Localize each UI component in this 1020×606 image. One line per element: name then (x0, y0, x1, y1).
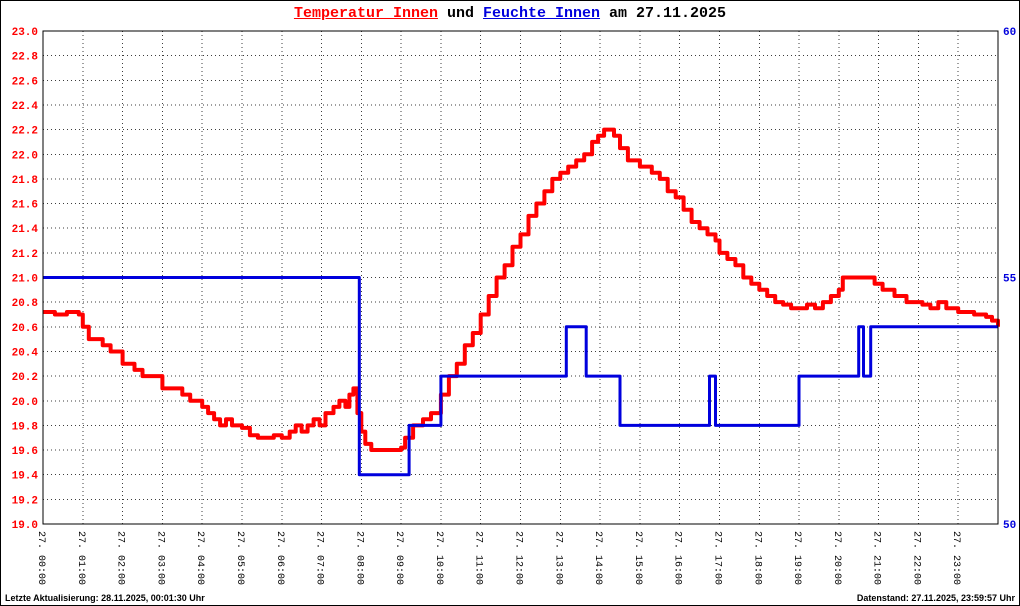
x-axis-tick-label: 27. 12:00 (513, 531, 524, 585)
left-axis-tick-label: 22.2 (12, 126, 38, 138)
left-axis-tick-label: 20.2 (12, 372, 38, 384)
x-axis-tick-label: 27. 21:00 (871, 531, 882, 585)
x-axis-tick-label: 27. 18:00 (751, 531, 762, 585)
x-axis-tick-label: 27. 03:00 (154, 531, 165, 585)
left-axis-tick-label: 22.8 (12, 52, 39, 64)
humidity-series-line (43, 276, 998, 477)
left-axis-tick-label: 19.4 (12, 471, 39, 483)
chart-title: Temperatur Innen und Feuchte Innen am 27… (1, 5, 1019, 22)
left-axis-tick-label: 19.0 (12, 520, 38, 532)
x-axis-tick-label: 27. 09:00 (393, 531, 404, 585)
x-axis-tick-label: 27. 13:00 (552, 531, 563, 585)
x-axis-tick-label: 27. 02:00 (115, 531, 126, 585)
left-axis-tick-label: 20.6 (12, 323, 38, 335)
left-axis-tick-label: 21.0 (12, 274, 38, 286)
x-axis-tick-label: 27. 17:00 (712, 531, 723, 585)
left-axis-tick-label: 20.8 (12, 298, 39, 310)
right-axis-tick-label: 55 (1003, 274, 1017, 286)
right-axis-tick-label: 50 (1003, 520, 1016, 532)
left-axis-tick-label: 21.8 (12, 175, 39, 187)
x-axis-tick-label: 27. 16:00 (672, 531, 683, 585)
title-date: am 27.11.2025 (600, 5, 727, 22)
x-axis-tick-label: 27. 23:00 (950, 531, 961, 585)
plot-frame (42, 30, 999, 525)
x-axis-tick-label: 27. 15:00 (632, 531, 643, 585)
x-axis-tick-label: 27. 19:00 (791, 531, 802, 585)
left-axis-tick-label: 22.6 (12, 76, 38, 88)
left-axis-tick-label: 22.4 (12, 101, 39, 113)
left-axis-tick-label: 19.8 (12, 421, 39, 433)
title-temperature-label: Temperatur Innen (293, 5, 438, 22)
footer-last-update: Letzte Aktualisierung: 28.11.2025, 00:01… (5, 593, 205, 603)
x-axis-tick-label: 27. 14:00 (592, 531, 603, 585)
left-axis-tick-label: 21.2 (12, 249, 38, 261)
title-connector: und (437, 5, 483, 22)
title-humidity-label: Feuchte Innen (482, 5, 601, 22)
left-axis-tick-label: 23.0 (12, 27, 38, 39)
right-axis-tick-label: 60 (1003, 27, 1016, 39)
x-axis-tick-label: 27. 06:00 (274, 531, 285, 585)
temperature-series-line (43, 127, 1000, 452)
x-axis-tick-label: 27. 08:00 (353, 531, 364, 585)
left-axis-tick-label: 19.6 (12, 446, 38, 458)
x-axis-tick-label: 27. 20:00 (831, 531, 842, 585)
left-axis-tick-label: 21.4 (12, 224, 39, 236)
x-axis-tick-label: 27. 01:00 (75, 531, 86, 585)
x-axis-tick-label: 27. 00:00 (35, 531, 46, 585)
x-axis-tick-label: 27. 10:00 (433, 531, 444, 585)
x-axis-tick-label: 27. 11:00 (473, 531, 484, 585)
left-axis-tick-label: 20.4 (12, 348, 39, 360)
left-axis-tick-label: 20.0 (12, 397, 38, 409)
x-axis-tick-label: 27. 07:00 (314, 531, 325, 585)
footer-data-timestamp: Datenstand: 27.11.2025, 23:59:57 Uhr (856, 593, 1015, 603)
x-axis-tick-label: 27. 22:00 (910, 531, 921, 585)
x-axis-tick-label: 27. 05:00 (234, 531, 245, 585)
left-axis-tick-label: 21.6 (12, 200, 38, 212)
left-axis-tick-label: 19.2 (12, 495, 38, 507)
x-axis-tick-label: 27. 04:00 (194, 531, 205, 585)
left-axis-tick-label: 22.0 (12, 150, 38, 162)
